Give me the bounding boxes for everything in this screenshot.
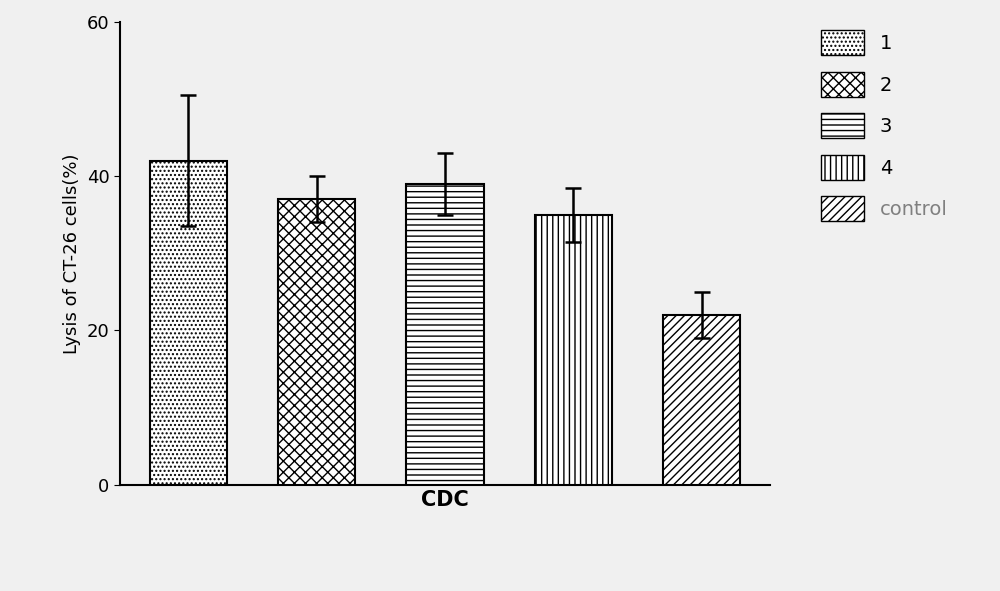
- Legend: 1, 2, 3, 4, control: 1, 2, 3, 4, control: [814, 22, 955, 229]
- Bar: [406, 184, 484, 485]
- Bar: [278, 199, 355, 485]
- Bar: [663, 315, 740, 485]
- Bar: [150, 161, 227, 485]
- X-axis label: CDC: CDC: [421, 490, 469, 510]
- Bar: [535, 215, 612, 485]
- Y-axis label: Lysis of CT-26 cells(%): Lysis of CT-26 cells(%): [63, 153, 81, 353]
